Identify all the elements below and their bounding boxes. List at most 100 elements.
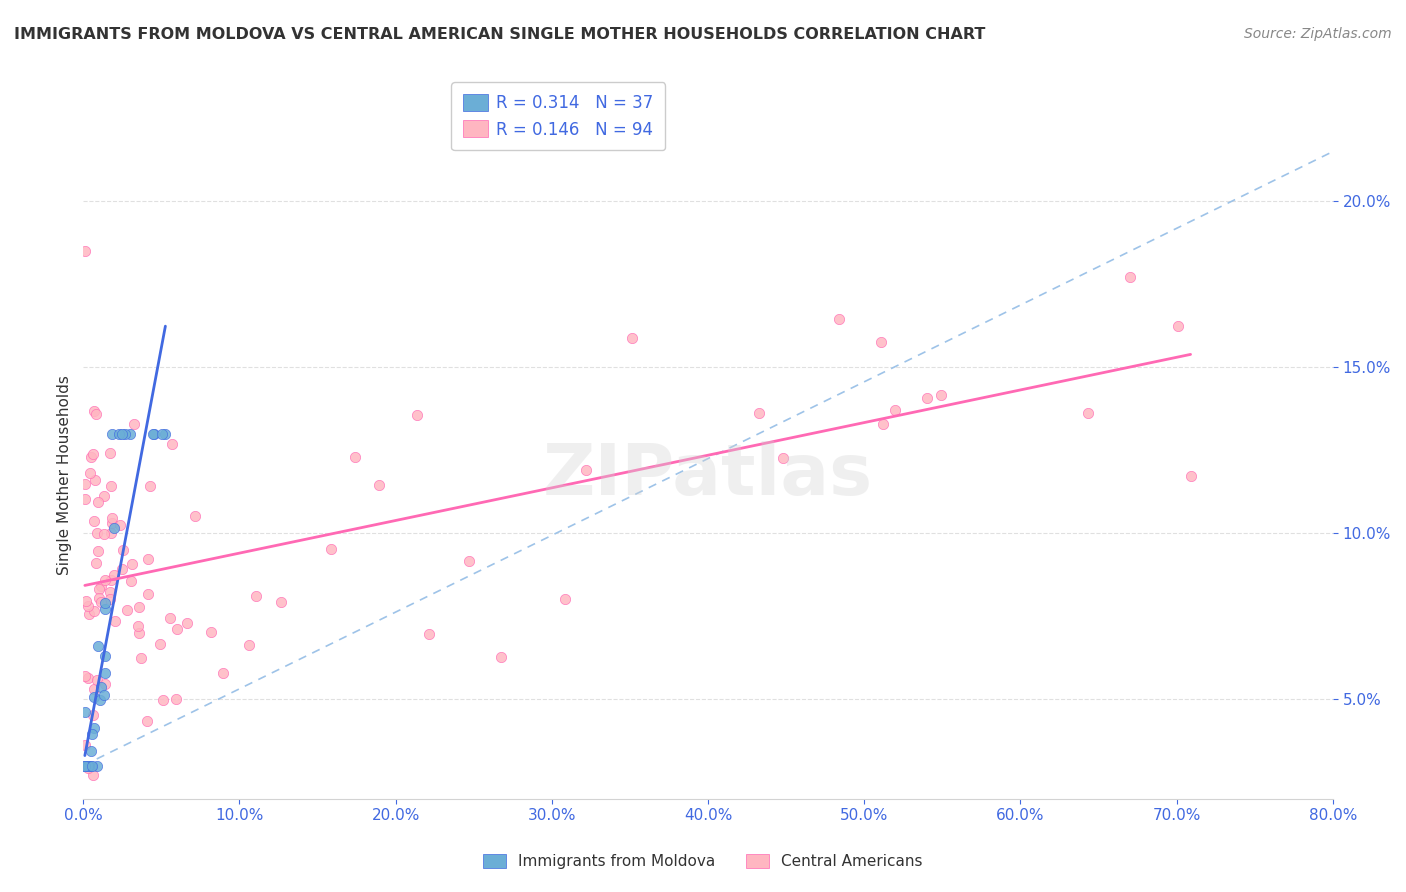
Point — [127, 619, 149, 633]
Point — [80, 758, 103, 772]
Point — [128, 625, 150, 640]
Point — [418, 627, 440, 641]
Point — [77, 671, 100, 685]
Point — [883, 403, 905, 417]
Point — [772, 451, 794, 466]
Point — [89, 582, 111, 596]
Point — [343, 450, 366, 464]
Point — [100, 525, 122, 540]
Point — [135, 714, 157, 728]
Point — [80, 727, 103, 741]
Point — [77, 758, 100, 772]
Point — [176, 616, 198, 631]
Point — [94, 574, 117, 588]
Point — [1119, 270, 1142, 285]
Legend: Immigrants from Moldova, Central Americans: Immigrants from Moldova, Central America… — [477, 848, 929, 875]
Point — [79, 607, 101, 621]
Point — [100, 479, 122, 493]
Point — [554, 591, 576, 606]
Point — [1167, 318, 1189, 333]
Point — [103, 521, 125, 535]
Point — [86, 526, 108, 541]
Point — [405, 408, 427, 422]
Point — [83, 681, 105, 696]
Point — [73, 739, 96, 753]
Point — [104, 614, 127, 628]
Point — [98, 445, 121, 459]
Point — [73, 476, 96, 491]
Point — [87, 544, 110, 558]
Point — [83, 473, 105, 487]
Point — [80, 450, 103, 464]
Point — [76, 758, 98, 772]
Point — [86, 673, 108, 687]
Point — [101, 511, 124, 525]
Point — [84, 557, 107, 571]
Point — [90, 579, 112, 593]
Point — [111, 543, 134, 558]
Point — [86, 758, 108, 772]
Point — [83, 604, 105, 618]
Point — [245, 589, 267, 603]
Point — [872, 417, 894, 432]
Point — [108, 517, 131, 532]
Point — [83, 690, 105, 704]
Point — [80, 758, 103, 772]
Point — [211, 666, 233, 681]
Point — [114, 426, 136, 441]
Point — [122, 417, 145, 432]
Point — [76, 761, 98, 775]
Point — [93, 526, 115, 541]
Text: Source: ZipAtlas.com: Source: ZipAtlas.com — [1244, 27, 1392, 41]
Point — [73, 244, 96, 259]
Point — [1180, 468, 1202, 483]
Point — [111, 426, 134, 441]
Point — [120, 426, 142, 441]
Point — [77, 758, 100, 772]
Point — [115, 603, 138, 617]
Point — [870, 334, 893, 349]
Point — [94, 596, 117, 610]
Point — [89, 692, 111, 706]
Point — [368, 478, 391, 492]
Legend: R = 0.314   N = 37, R = 0.146   N = 94: R = 0.314 N = 37, R = 0.146 N = 94 — [451, 82, 665, 150]
Point — [101, 426, 124, 441]
Point — [1077, 406, 1099, 420]
Point — [93, 490, 115, 504]
Point — [458, 554, 481, 568]
Point — [136, 552, 159, 566]
Point — [160, 437, 183, 451]
Point — [83, 514, 105, 528]
Point — [200, 625, 222, 640]
Point — [828, 312, 851, 326]
Point — [86, 639, 108, 653]
Point — [166, 623, 188, 637]
Point — [491, 649, 513, 664]
Y-axis label: Single Mother Households: Single Mother Households — [58, 376, 72, 575]
Point — [76, 758, 98, 772]
Point — [103, 568, 125, 582]
Point — [748, 406, 770, 420]
Point — [142, 426, 165, 441]
Point — [108, 426, 131, 441]
Point — [149, 637, 172, 651]
Point — [73, 758, 96, 772]
Point — [79, 467, 101, 481]
Point — [77, 758, 100, 772]
Point — [184, 508, 207, 523]
Text: ZIPatlas: ZIPatlas — [543, 441, 873, 509]
Point — [90, 595, 112, 609]
Point — [73, 491, 96, 506]
Point — [142, 426, 165, 441]
Point — [152, 693, 174, 707]
Point — [159, 611, 181, 625]
Point — [100, 573, 122, 587]
Point — [917, 391, 939, 405]
Point — [80, 744, 103, 758]
Point — [82, 708, 104, 723]
Point — [73, 758, 96, 772]
Point — [621, 331, 644, 345]
Point — [87, 591, 110, 605]
Point — [86, 407, 108, 421]
Point — [76, 758, 98, 772]
